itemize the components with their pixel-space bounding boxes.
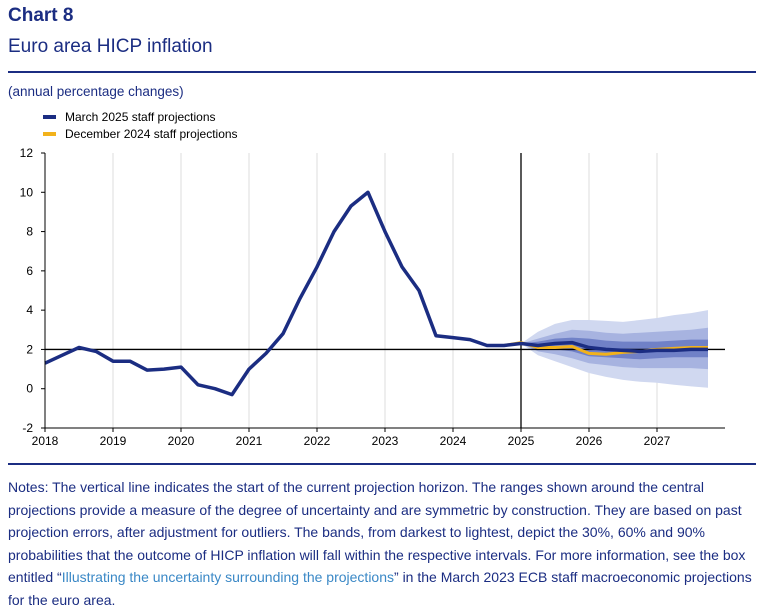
y-tick-label: 2 bbox=[26, 342, 33, 356]
series-lines bbox=[44, 190, 708, 397]
y-tick-label: 8 bbox=[26, 225, 33, 239]
chart-subtitle: (annual percentage changes) bbox=[8, 84, 184, 99]
x-tick-label: 2019 bbox=[100, 434, 127, 448]
y-tick-label: 10 bbox=[20, 185, 34, 199]
x-tick-label: 2024 bbox=[440, 434, 467, 448]
notes: Notes: The vertical line indicates the s… bbox=[8, 476, 758, 611]
legend-label-december: December 2024 staff projections bbox=[65, 127, 238, 141]
header-divider bbox=[8, 71, 756, 73]
series-december-2024 bbox=[503, 341, 708, 356]
notes-text-end: ” in the March 2023 ECB staff macroecono… bbox=[8, 569, 752, 608]
notes-text: Notes: The vertical line indicates the s… bbox=[8, 479, 746, 585]
x-tick-label: 2023 bbox=[372, 434, 399, 448]
x-tick-label: 2025 bbox=[508, 434, 535, 448]
notes-link[interactable]: Illustrating the uncertainty surrounding… bbox=[61, 569, 395, 585]
y-tick-label: 6 bbox=[26, 264, 33, 278]
x-tick-label: 2022 bbox=[304, 434, 331, 448]
x-tick-label: 2020 bbox=[168, 434, 195, 448]
chart-label: Chart 8 bbox=[8, 5, 74, 26]
y-tick-label: -2 bbox=[22, 421, 33, 435]
legend-label-march: March 2025 staff projections bbox=[65, 110, 216, 124]
grid-lines bbox=[44, 153, 658, 428]
x-tick-label: 2026 bbox=[576, 434, 603, 448]
notes-divider bbox=[8, 463, 756, 465]
y-tick-label: 12 bbox=[20, 146, 34, 160]
series-march-2025 bbox=[44, 190, 708, 397]
y-tick-label: 0 bbox=[26, 382, 33, 396]
legend: March 2025 staff projections December 202… bbox=[43, 110, 238, 141]
x-tick-label: 2018 bbox=[32, 434, 59, 448]
y-tick-label: 4 bbox=[26, 303, 33, 317]
chart-title: Euro area HICP inflation bbox=[8, 36, 213, 57]
x-tick-label: 2027 bbox=[644, 434, 671, 448]
x-tick-label: 2021 bbox=[236, 434, 263, 448]
